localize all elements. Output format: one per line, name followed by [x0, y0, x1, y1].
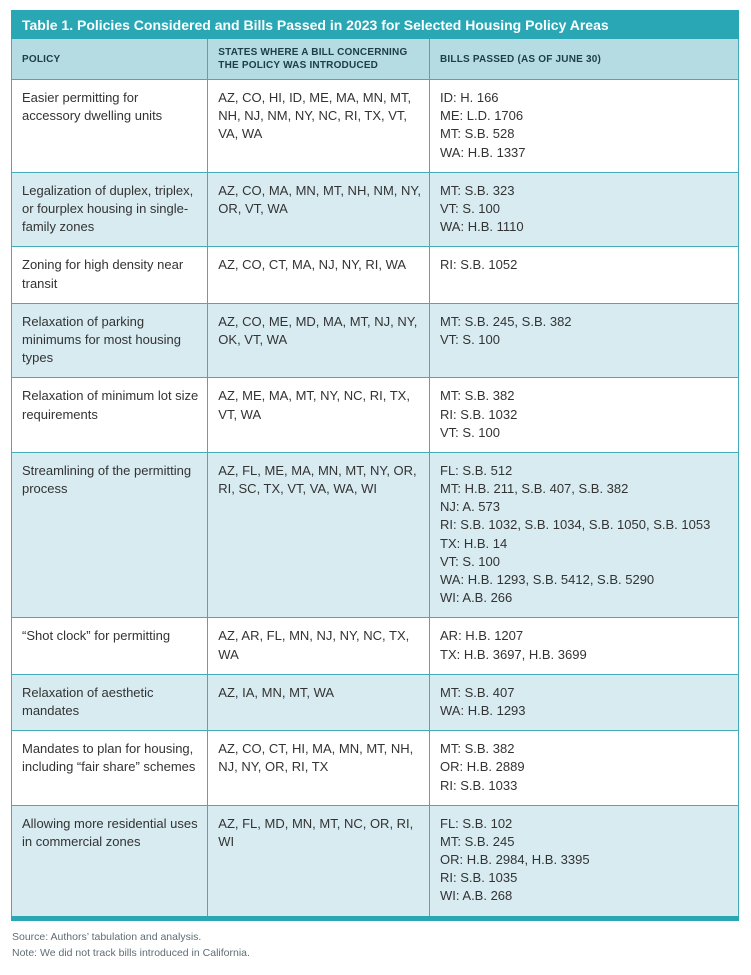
bills-cell: RI: S.B. 1052 [429, 246, 739, 304]
bill-line: RI: S.B. 1032 [440, 406, 518, 422]
bill-line: WA: H.B. 1293, S.B. 5412, S.B. 5290 [440, 572, 655, 588]
policy-cell: “Shot clock” for permitting [11, 617, 208, 675]
bills-cell: AR: H.B. 1207 TX: H.B. 3697, H.B. 3699 [429, 617, 739, 675]
bill-line: ID: H. 166 [440, 90, 499, 106]
table-row: Relaxation of minimum lot size requireme… [11, 377, 739, 453]
states-cell: AZ, CO, ME, MD, MA, MT, NJ, NY, OK, VT, … [207, 303, 430, 379]
bill-line: NJ: A. 573 [440, 499, 500, 515]
bill-line: MT: S.B. 382 [440, 388, 515, 404]
policies-table: Table 1. Policies Considered and Bills P… [11, 10, 739, 921]
policy-cell: Mandates to plan for housing, including … [11, 730, 208, 806]
bills-cell: MT: S.B. 407 WA: H.B. 1293 [429, 674, 739, 732]
bill-line: VT: S. 100 [440, 201, 500, 217]
states-cell: AZ, FL, ME, MA, MN, MT, NY, OR, RI, SC, … [207, 452, 430, 619]
table-row: Mandates to plan for housing, including … [11, 730, 739, 806]
policy-cell: Streamlining of the permitting process [11, 452, 208, 619]
states-cell: AZ, CO, HI, ID, ME, MA, MN, MT, NH, NJ, … [207, 79, 430, 173]
table-row: Streamlining of the permitting process AZ… [11, 452, 739, 619]
bills-cell: MT: S.B. 382 OR: H.B. 2889 RI: S.B. 1033 [429, 730, 739, 806]
bill-line: MT: H.B. 211, S.B. 407, S.B. 382 [440, 481, 629, 497]
header-bills: BILLS PASSED (AS OF JUNE 30) [429, 39, 739, 81]
header-policy: POLICY [11, 39, 208, 81]
bill-line: WA: H.B. 1337 [440, 144, 526, 160]
policy-cell: Relaxation of parking minimums for most … [11, 303, 208, 379]
bill-line: WI: A.B. 266 [440, 590, 513, 606]
table-row: Easier permitting for accessory dwelling… [11, 79, 739, 173]
policy-cell: Allowing more residential uses in commer… [11, 805, 208, 916]
table-row: Relaxation of aesthetic mandates AZ, IA, … [11, 674, 739, 732]
states-cell: AZ, FL, MD, MN, MT, NC, OR, RI, WI [207, 805, 430, 916]
bill-line: OR: H.B. 2984, H.B. 3395 [440, 852, 590, 868]
bills-cell: FL: S.B. 102 MT: S.B. 245 OR: H.B. 2984, H… [429, 805, 739, 916]
bill-line: RI: S.B. 1035 [440, 870, 518, 886]
states-cell: AZ, AR, FL, MN, NJ, NY, NC, TX, WA [207, 617, 430, 675]
bill-line: VT: S. 100 [440, 553, 500, 569]
header-row: POLICY STATES WHERE A BILL CONCERNING TH… [11, 39, 739, 81]
table-row: Legalization of duplex, triplex, or four… [11, 172, 739, 248]
footnotes: Source: Authors’ tabulation and analysis… [11, 929, 739, 962]
bill-line: TX: H.B. 3697, H.B. 3699 [440, 646, 587, 662]
table-row: “Shot clock” for permitting AZ, AR, FL, M… [11, 617, 739, 675]
bill-line: ME: L.D. 1706 [440, 108, 524, 124]
bills-cell: FL: S.B. 512 MT: H.B. 211, S.B. 407, S.B.… [429, 452, 739, 619]
bill-line: OR: H.B. 2889 [440, 759, 525, 775]
bills-cell: MT: S.B. 382 RI: S.B. 1032 VT: S. 100 [429, 377, 739, 453]
table-row: Zoning for high density near transit AZ, … [11, 246, 739, 304]
states-cell: AZ, CO, CT, MA, NJ, NY, RI, WA [207, 246, 430, 304]
table-title: Table 1. Policies Considered and Bills P… [11, 10, 739, 40]
bill-line: WI: A.B. 268 [440, 888, 513, 904]
bills-cell: MT: S.B. 323 VT: S. 100 WA: H.B. 1110 [429, 172, 739, 248]
policy-cell: Zoning for high density near transit [11, 246, 208, 304]
bill-line: WA: H.B. 1293 [440, 702, 526, 718]
bill-line: MT: S.B. 528 [440, 126, 515, 142]
california-note: Note: We did not track bills introduced … [12, 946, 250, 959]
bill-line: RI: S.B. 1033 [440, 777, 518, 793]
table-header: POLICY STATES WHERE A BILL CONCERNING TH… [11, 39, 739, 81]
source-note: Source: Authors’ tabulation and analysis… [12, 930, 202, 943]
bill-line: MT: S.B. 245, S.B. 382 [440, 313, 572, 329]
bill-line: RI: S.B. 1032, S.B. 1034, S.B. 1050, S.B… [440, 517, 711, 533]
states-cell: AZ, CO, CT, HI, MA, MN, MT, NH, NJ, NY, … [207, 730, 430, 806]
states-cell: AZ, CO, MA, MN, MT, NH, NM, NY, OR, VT, … [207, 172, 430, 248]
policy-cell: Relaxation of minimum lot size requireme… [11, 377, 208, 453]
header-states: STATES WHERE A BILL CONCERNING THE POLIC… [207, 39, 430, 81]
table-row: Allowing more residential uses in commer… [11, 805, 739, 916]
policy-cell: Easier permitting for accessory dwelling… [11, 79, 208, 173]
bill-line: MT: S.B. 323 [440, 182, 515, 198]
bill-line: TX: H.B. 14 [440, 535, 508, 551]
states-cell: AZ, IA, MN, MT, WA [207, 674, 430, 732]
bill-line: MT: S.B. 245 [440, 833, 515, 849]
data-table: POLICY STATES WHERE A BILL CONCERNING TH… [11, 39, 739, 916]
bill-line: MT: S.B. 407 [440, 684, 515, 700]
table-body: Easier permitting for accessory dwelling… [11, 79, 739, 916]
table-row: Relaxation of parking minimums for most … [11, 303, 739, 379]
bill-line: AR: H.B. 1207 [440, 628, 524, 644]
bill-line: WA: H.B. 1110 [440, 219, 524, 235]
bills-cell: ID: H. 166 ME: L.D. 1706 MT: S.B. 528 WA: H… [429, 79, 739, 173]
bill-line: RI: S.B. 1052 [440, 257, 518, 273]
policy-cell: Relaxation of aesthetic mandates [11, 674, 208, 732]
states-cell: AZ, ME, MA, MT, NY, NC, RI, TX, VT, WA [207, 377, 430, 453]
bill-line: VT: S. 100 [440, 331, 500, 347]
bill-line: VT: S. 100 [440, 424, 500, 440]
bottom-accent-bar [11, 915, 739, 921]
bill-line: FL: S.B. 102 [440, 815, 513, 831]
bills-cell: MT: S.B. 245, S.B. 382 VT: S. 100 [429, 303, 739, 379]
bill-line: FL: S.B. 512 [440, 462, 513, 478]
bill-line: MT: S.B. 382 [440, 741, 515, 757]
policy-cell: Legalization of duplex, triplex, or four… [11, 172, 208, 248]
